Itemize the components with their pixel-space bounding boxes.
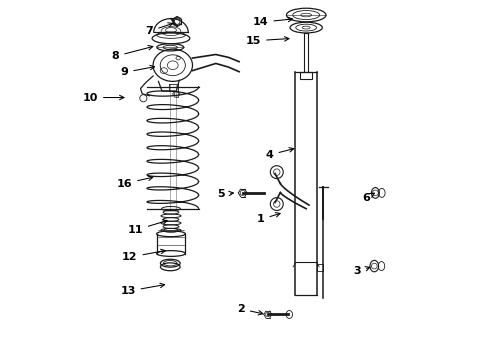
Text: 16: 16 xyxy=(116,176,152,189)
Text: 3: 3 xyxy=(353,266,369,276)
Text: 1: 1 xyxy=(256,213,280,224)
Text: 4: 4 xyxy=(265,148,293,160)
Text: 11: 11 xyxy=(127,220,167,235)
Text: 12: 12 xyxy=(122,249,165,262)
Text: 14: 14 xyxy=(252,17,292,27)
Text: 15: 15 xyxy=(245,36,288,46)
Text: 8: 8 xyxy=(111,45,153,61)
Text: 2: 2 xyxy=(237,304,263,315)
Text: 9: 9 xyxy=(120,65,154,77)
Text: 7: 7 xyxy=(145,23,172,36)
Text: 5: 5 xyxy=(217,189,233,199)
Text: 13: 13 xyxy=(120,283,164,296)
Text: 6: 6 xyxy=(362,193,374,203)
Text: 10: 10 xyxy=(82,93,124,103)
